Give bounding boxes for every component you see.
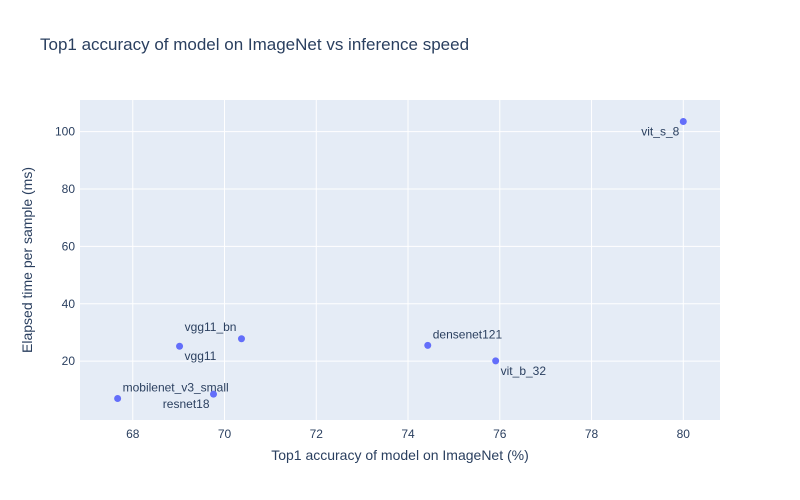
x-tick-label: 72 [310, 427, 324, 441]
point-label: vit_b_32 [501, 364, 547, 378]
data-points: mobilenet_v3_small resnet18 vgg11 vgg11_bnd… [114, 118, 687, 411]
data-point-vit-b-32[interactable] [492, 357, 500, 365]
grid-lines [80, 100, 720, 420]
data-point-vgg11[interactable] [176, 342, 184, 350]
x-axis-title: Top1 accuracy of model on ImageNet (%) [271, 447, 529, 463]
plot-area [80, 100, 720, 420]
x-tick-label: 74 [401, 427, 415, 441]
point-label: densenet121 [433, 327, 503, 341]
y-tick-label: 40 [62, 297, 76, 311]
y-tick-label: 80 [62, 182, 76, 196]
x-tick-label: 76 [493, 427, 507, 441]
y-tick-label: 20 [62, 354, 76, 368]
data-point-densenet121[interactable] [424, 341, 432, 349]
point-label: vgg11 [185, 349, 217, 363]
y-tick-label: 100 [55, 125, 75, 139]
point-label: mobilenet_v3_small [123, 380, 229, 394]
data-point-vgg11-bn[interactable] [237, 335, 245, 343]
data-point-mobilenet-v3-small[interactable] [114, 394, 122, 402]
y-tick-label: 60 [62, 239, 76, 253]
data-point-resnet18[interactable] [210, 390, 218, 398]
point-label: vgg11_bn [185, 320, 237, 334]
x-tick-label: 78 [585, 427, 599, 441]
y-axis-title: Elapsed time per sample (ms) [19, 167, 35, 353]
data-point-vit-s-8[interactable] [679, 118, 687, 126]
chart-title: Top1 accuracy of model on ImageNet vs in… [40, 35, 469, 54]
x-tick-label: 68 [126, 427, 140, 441]
x-tick-label: 80 [677, 427, 691, 441]
point-label: vit_s_8 [641, 125, 679, 139]
axis-ticks: 68 70 72 74 76 78 80 20 40 60 80 100 [55, 125, 690, 441]
point-label: resnet18 [163, 397, 210, 411]
x-tick-label: 70 [218, 427, 232, 441]
